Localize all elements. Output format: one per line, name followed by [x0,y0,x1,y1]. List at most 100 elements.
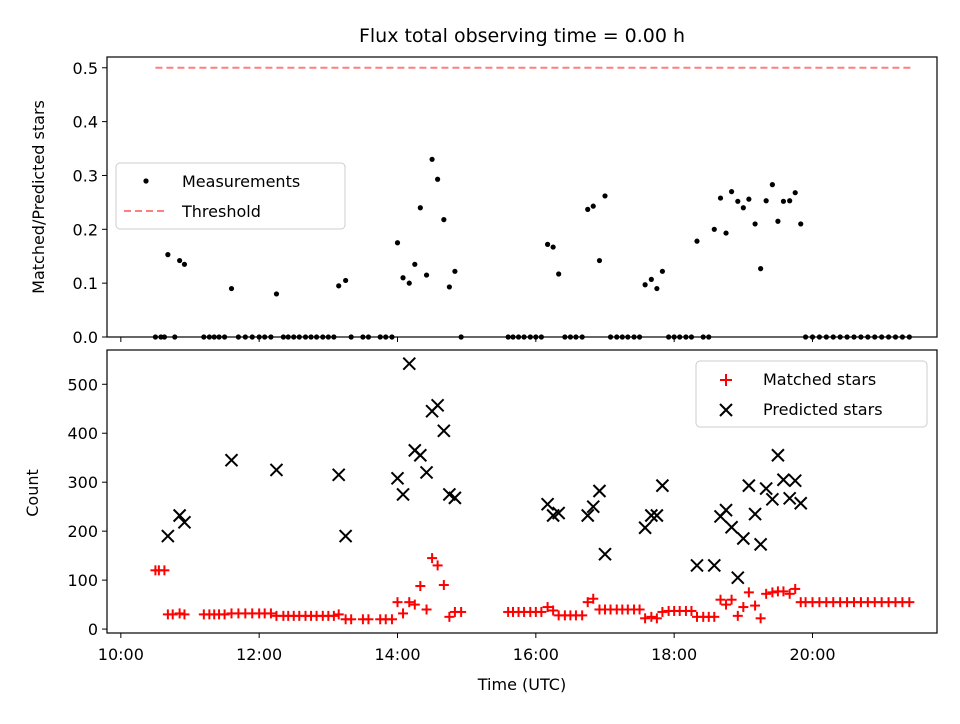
predicted-stars-point [753,537,768,552]
top-y-tick-label: 0.2 [73,220,98,239]
top-x-ticks [120,337,813,342]
measurements-point [273,291,280,297]
predicted-stars-point [765,492,780,507]
predicted-stars-point [771,448,785,462]
matched-stars-point [726,594,737,605]
predicted-stars-point [598,547,612,561]
predicted-stars-point [794,496,808,510]
predicted-stars-point [719,503,733,517]
matched-stars-point [588,593,599,604]
bottom-x-tick-label: 10:00 [98,645,144,664]
bottom-y-tick-label: 400 [67,424,98,443]
measurements-point [723,230,729,236]
predicted-stars-point [332,468,346,482]
matched-stars-point [743,587,754,598]
bottom-y-tick-label: 0 [88,620,98,639]
matched-stars-point [577,610,588,621]
predicted-stars-point [448,491,462,505]
matched-stars-point [265,608,276,619]
measurements-point [181,261,188,267]
predicted-stars-point [177,515,192,530]
predicted-stars-point [390,471,405,485]
matched-stars-point [715,594,726,605]
measurements-point [556,271,562,277]
measurements-point [441,217,447,223]
measurements-point [728,189,735,195]
bottom-legend-box [695,360,928,428]
predicted-stars-point [269,463,284,477]
predicted-stars-point [782,491,797,506]
top-plot-frame [106,56,938,338]
predicted-stars-point [592,484,607,498]
measurements-point [544,241,551,247]
bottom-data-marks [150,357,915,625]
measurements-point [717,195,724,201]
matched-stars-point [542,602,553,613]
predicted-stars-point [707,558,721,573]
predicted-stars-point [690,558,704,573]
measurements-point [394,240,401,246]
matched-stars-point [409,599,420,610]
measurements-point [787,198,793,204]
bottom-x-tick-label: 18:00 [651,645,697,664]
measurements-point [694,238,700,244]
top-data-marks [152,66,913,340]
matched-stars-point [536,606,547,617]
matched-stars-point [427,553,438,564]
measurements-point [452,268,458,274]
predicted-stars-point [788,474,802,488]
matched-stars-point [346,614,357,625]
predicted-stars-point [581,508,595,523]
predicted-stars-point [650,508,664,523]
threshold-legend-label: Threshold [181,202,261,221]
predicted-stars-legend-marker [719,403,733,417]
bottom-y-axis-label: Count [23,469,42,517]
matched-stars-point [328,610,339,621]
matched-stars-point [640,613,651,624]
measurements-point [550,244,556,250]
measurements-point [429,156,435,162]
measurements-point [400,275,406,281]
predicted-stars-point [338,529,353,543]
matched-stars-point [404,597,415,608]
predicted-stars-point [655,478,670,493]
predicted-stars-point [413,448,428,462]
measurements-point [775,218,781,224]
predicted-stars-point [742,478,756,493]
measurements-point [435,176,441,182]
measurements-point [177,257,183,264]
measurements-point [585,206,591,212]
measurements-point [343,277,349,284]
measurements-point [792,190,798,196]
matched-stars-point [732,610,743,621]
predicted-stars-point [540,497,555,511]
measurements-point [746,196,752,202]
matched-stars-point [651,613,662,624]
measurements-point [758,266,764,272]
matched-stars-point [784,588,795,599]
predicted-stars-point [731,570,745,585]
predicted-stars-point [172,508,187,523]
measurements-point [423,272,430,278]
matched-stars-point [761,588,772,599]
predicted-stars-point [161,529,175,543]
top-y-tick-label: 0.3 [73,166,98,185]
top-y-tick-label: 0.5 [73,59,98,78]
matched-stars-point [415,580,426,591]
measurements-point [228,285,235,292]
bottom-x-ticks: 10:00 12:00 14:00 16:00 18:00 20:00 [98,633,836,664]
predicted-stars-point [724,520,739,534]
matched-stars-point [721,599,732,610]
predicted-stars-point [759,481,773,496]
predicted-stars-point [396,487,410,502]
matched-stars-point [159,565,170,576]
top-y-tick-label: 0.1 [73,274,98,293]
measurements-point [602,193,608,199]
measurements-point [711,226,717,232]
measurements-point [740,205,746,211]
matched-stars-point [582,597,593,608]
matched-stars-point [750,600,761,611]
measurements-point [769,182,775,188]
